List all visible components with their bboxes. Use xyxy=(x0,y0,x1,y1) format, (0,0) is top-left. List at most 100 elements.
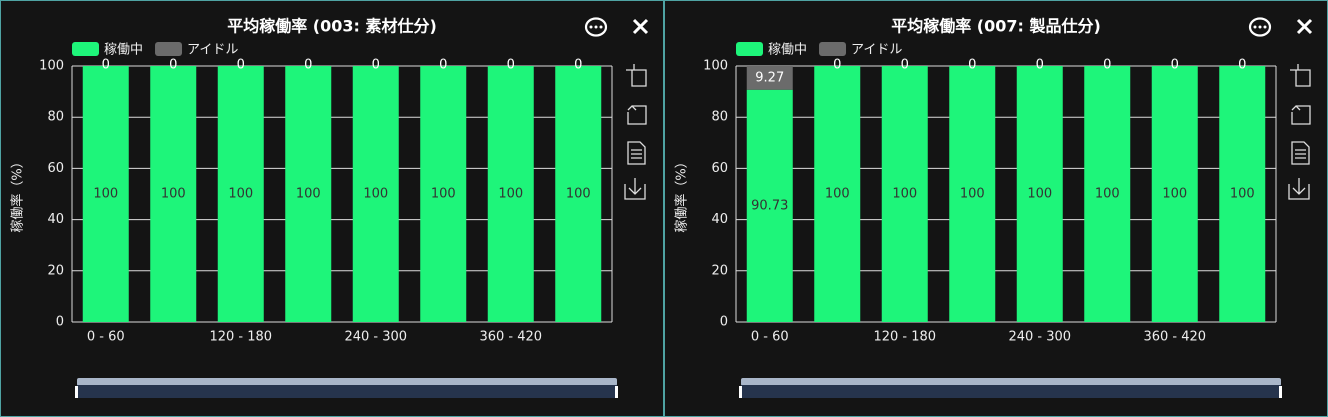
data-label: 100 xyxy=(431,187,456,202)
y-tick-label: 40 xyxy=(47,212,64,227)
bar-segment xyxy=(285,66,332,322)
bar-segment xyxy=(1016,66,1063,322)
data-label: 100 xyxy=(825,187,850,202)
y-tick-label: 100 xyxy=(703,59,728,74)
download-button[interactable] xyxy=(1288,178,1310,200)
bar-segment xyxy=(420,66,467,322)
zoom-slider-window[interactable] xyxy=(77,385,617,398)
reset-button[interactable] xyxy=(627,105,647,125)
data-label: 100 xyxy=(892,187,917,202)
close-button[interactable] xyxy=(1296,18,1313,35)
bar-segment xyxy=(150,66,197,322)
x-tick-label: 240 - 300 xyxy=(1008,330,1071,345)
toolbox xyxy=(624,64,647,200)
legend-swatch[interactable] xyxy=(155,42,183,56)
x-tick-label: 0 - 60 xyxy=(87,330,125,345)
x-tick-label: 240 - 300 xyxy=(344,330,407,345)
x-tick-label: 360 - 420 xyxy=(479,330,542,345)
y-tick-label: 80 xyxy=(711,110,728,125)
y-tick-label: 20 xyxy=(711,263,728,278)
data-label: 100 xyxy=(960,187,985,202)
toolbox xyxy=(1288,64,1311,200)
data-label: 90.73 xyxy=(751,198,788,213)
data-label: 0 xyxy=(833,58,841,73)
data-label: 0 xyxy=(237,58,245,73)
bar-segment xyxy=(555,66,602,322)
comment-dot xyxy=(589,25,593,29)
data-label: 0 xyxy=(507,58,515,73)
data-label: 100 xyxy=(161,187,186,202)
zoom-button[interactable] xyxy=(626,64,647,87)
comment-dot xyxy=(1263,25,1267,29)
data-label: 100 xyxy=(363,187,388,202)
data-label: 100 xyxy=(1095,187,1120,202)
legend-label: アイドル xyxy=(187,43,238,58)
comment-button[interactable] xyxy=(1248,17,1272,37)
zoom-button[interactable] xyxy=(1290,64,1311,87)
data-label: 0 xyxy=(372,58,380,73)
chart-title: 平均稼働率 (007: 製品仕分) xyxy=(891,17,1101,36)
zoom-slider-track[interactable] xyxy=(77,378,617,386)
data-label: 0 xyxy=(968,58,976,73)
data-label: 100 xyxy=(296,187,321,202)
legend-swatch[interactable] xyxy=(72,42,99,56)
bar-segment xyxy=(881,66,928,322)
reset-button[interactable] xyxy=(1291,105,1311,125)
close-button[interactable] xyxy=(632,18,649,35)
zoom-handle[interactable] xyxy=(739,386,742,398)
bar-segment xyxy=(1219,66,1266,322)
data-label: 0 xyxy=(169,58,177,73)
y-tick-label: 0 xyxy=(56,315,64,330)
x-tick-label: 120 - 180 xyxy=(209,330,272,345)
data-label: 0 xyxy=(439,58,447,73)
chart-panel: 平均稼働率 (007: 製品仕分)稼働中 アイドル020406080100稼働率（… xyxy=(664,0,1328,417)
bar-segment xyxy=(746,89,793,322)
data-label: 0 xyxy=(304,58,312,73)
download-button[interactable] xyxy=(624,178,646,200)
data-label: 9.27 xyxy=(755,70,784,85)
data-label: 100 xyxy=(228,187,253,202)
zoom-slider-window[interactable] xyxy=(741,385,1281,398)
x-tick-label: 120 - 180 xyxy=(873,330,936,345)
chart-title: 平均稼働率 (003: 素材仕分) xyxy=(227,17,437,36)
data-label: 0 xyxy=(1238,58,1246,73)
y-tick-label: 40 xyxy=(711,212,728,227)
data-label: 100 xyxy=(93,187,118,202)
data-label: 100 xyxy=(1162,187,1187,202)
x-tick-label: 0 - 60 xyxy=(751,330,789,345)
zoom-handle[interactable] xyxy=(1279,386,1282,398)
zoom-handle[interactable] xyxy=(75,386,78,398)
x-tick-label: 360 - 420 xyxy=(1143,330,1206,345)
y-tick-label: 80 xyxy=(47,110,64,125)
bar-segment xyxy=(1151,66,1198,322)
bar-segment xyxy=(814,66,861,322)
bar-segment xyxy=(217,66,264,322)
y-axis-label: 稼働率（%） xyxy=(10,155,26,232)
y-tick-label: 20 xyxy=(47,263,64,278)
comment-button[interactable] xyxy=(584,17,608,37)
zoom-slider-track[interactable] xyxy=(741,378,1281,386)
data-view-button[interactable] xyxy=(627,141,646,165)
y-tick-label: 100 xyxy=(39,59,64,74)
data-label: 0 xyxy=(1103,58,1111,73)
legend-swatch[interactable] xyxy=(736,42,763,56)
y-axis-label: 稼働率（%） xyxy=(674,155,690,232)
data-label: 0 xyxy=(102,58,110,73)
bar-segment xyxy=(746,66,793,90)
comment-dot xyxy=(594,25,598,29)
y-tick-label: 60 xyxy=(711,161,728,176)
bar-segment xyxy=(82,66,129,322)
bar-segment xyxy=(1084,66,1131,322)
legend-swatch[interactable] xyxy=(819,42,847,56)
legend-label: 稼働中 xyxy=(104,43,143,58)
data-label: 100 xyxy=(566,187,591,202)
data-label: 100 xyxy=(1027,187,1052,202)
data-view-button[interactable] xyxy=(1291,141,1310,165)
data-label: 0 xyxy=(1036,58,1044,73)
comment-dot xyxy=(1258,25,1262,29)
bar-segment xyxy=(949,66,996,322)
data-label: 100 xyxy=(1230,187,1255,202)
zoom-handle[interactable] xyxy=(615,386,618,398)
chart-panel: 平均稼働率 (003: 素材仕分)稼働中 アイドル020406080100稼働率（… xyxy=(0,0,664,417)
